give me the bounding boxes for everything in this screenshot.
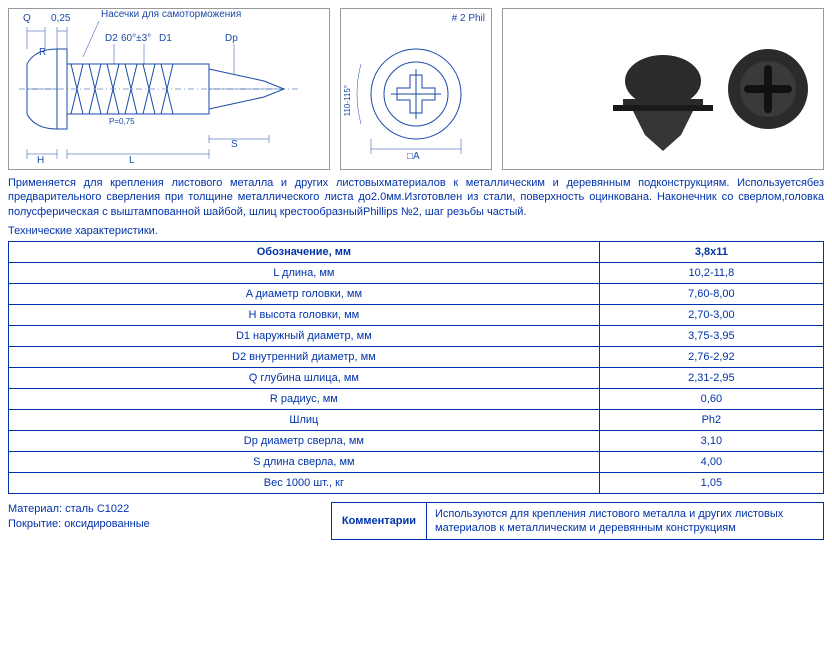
row-label: D2 внутренний диаметр, мм bbox=[9, 346, 600, 367]
lbl-R: R bbox=[39, 47, 46, 58]
table-row: Вес 1000 шт., кг1,05 bbox=[9, 472, 824, 493]
row-value: 1,05 bbox=[599, 472, 823, 493]
th-left: Обозначение, мм bbox=[9, 241, 600, 262]
side-diagram: Q 0,25 Насечки для самоторможения R D2 6… bbox=[8, 8, 330, 170]
comment-label: Комментарии bbox=[332, 503, 427, 540]
front-diagram: # 2 Phil 110-115° □A bbox=[340, 8, 492, 170]
lbl-tipang: 110-115° bbox=[343, 85, 352, 116]
table-row: L длина, мм10,2-11,8 bbox=[9, 262, 824, 283]
row-value: 10,2-11,8 bbox=[599, 262, 823, 283]
row-label: Dp диаметр сверла, мм bbox=[9, 430, 600, 451]
lbl-notch: Насечки для самоторможения bbox=[101, 9, 241, 20]
lbl-Q: Q bbox=[23, 13, 31, 24]
table-row: ШлицPh2 bbox=[9, 409, 824, 430]
lbl-A: □A bbox=[407, 151, 420, 162]
lbl-ang: 60°±3° bbox=[121, 33, 151, 44]
row-label: Шлиц bbox=[9, 409, 600, 430]
lbl-D1: D1 bbox=[159, 33, 172, 44]
row-label: Вес 1000 шт., кг bbox=[9, 472, 600, 493]
row-label: A диаметр головки, мм bbox=[9, 283, 600, 304]
table-row: H высота головки, мм2,70-3,00 bbox=[9, 304, 824, 325]
top-row: Q 0,25 Насечки для самоторможения R D2 6… bbox=[8, 8, 824, 170]
th-right: 3,8x11 bbox=[599, 241, 823, 262]
comment-box: Комментарии Используются для крепления л… bbox=[331, 502, 824, 541]
lbl-gap: 0,25 bbox=[51, 13, 70, 24]
row-label: H высота головки, мм bbox=[9, 304, 600, 325]
row-value: 3,10 bbox=[599, 430, 823, 451]
table-row: D2 внутренний диаметр, мм2,76-2,92 bbox=[9, 346, 824, 367]
row-value: 4,00 bbox=[599, 451, 823, 472]
lbl-H: H bbox=[37, 155, 44, 166]
coating-line: Покрытие: оксидированные bbox=[8, 517, 150, 532]
lbl-phil: # 2 Phil bbox=[452, 13, 485, 24]
row-value: 0,60 bbox=[599, 388, 823, 409]
row-label: D1 наружный диаметр, мм bbox=[9, 325, 600, 346]
lbl-S: S bbox=[231, 139, 238, 150]
table-row: Dp диаметр сверла, мм3,10 bbox=[9, 430, 824, 451]
description-text: Применяется для крепления листового мета… bbox=[8, 176, 824, 219]
meta-row: Материал: сталь С1022 Покрытие: оксидиро… bbox=[8, 502, 824, 541]
row-value: 2,31-2,95 bbox=[599, 367, 823, 388]
table-row: S длина сверла, мм4,00 bbox=[9, 451, 824, 472]
lbl-P: P=0,75 bbox=[109, 117, 135, 126]
comment-text: Используются для крепления листового мет… bbox=[427, 503, 823, 540]
table-row: Q глубина шлица, мм2,31-2,95 bbox=[9, 367, 824, 388]
row-value: 7,60-8,00 bbox=[599, 283, 823, 304]
row-label: L длина, мм bbox=[9, 262, 600, 283]
row-value: 3,75-3,95 bbox=[599, 325, 823, 346]
lbl-Dp: Dp bbox=[225, 33, 238, 44]
table-row: D1 наружный диаметр, мм3,75-3,95 bbox=[9, 325, 824, 346]
row-label: R радиус, мм bbox=[9, 388, 600, 409]
tech-heading: Технические характеристики. bbox=[8, 225, 824, 237]
row-label: Q глубина шлица, мм bbox=[9, 367, 600, 388]
row-value: 2,76-2,92 bbox=[599, 346, 823, 367]
product-photo bbox=[502, 8, 824, 170]
row-value: Ph2 bbox=[599, 409, 823, 430]
spec-table: Обозначение, мм 3,8x11 L длина, мм10,2-1… bbox=[8, 241, 824, 494]
lbl-L: L bbox=[129, 155, 135, 166]
material-line: Материал: сталь С1022 bbox=[8, 502, 150, 517]
row-value: 2,70-3,00 bbox=[599, 304, 823, 325]
table-row: A диаметр головки, мм7,60-8,00 bbox=[9, 283, 824, 304]
table-row: R радиус, мм0,60 bbox=[9, 388, 824, 409]
row-label: S длина сверла, мм bbox=[9, 451, 600, 472]
lbl-D2: D2 bbox=[105, 33, 118, 44]
